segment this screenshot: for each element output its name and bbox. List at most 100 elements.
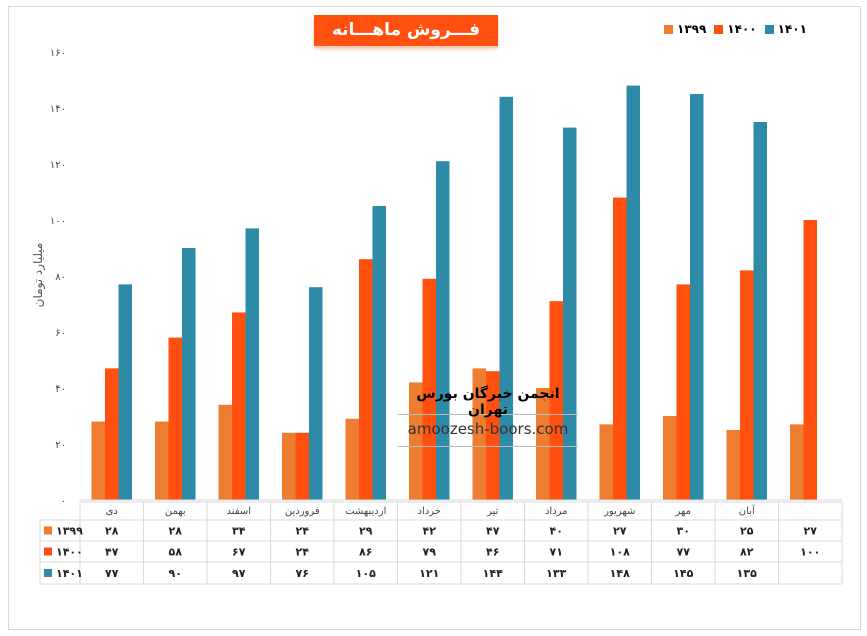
bar-0-10 bbox=[726, 430, 740, 500]
table-cell: ۲۵ bbox=[740, 525, 754, 538]
bar-0-5 bbox=[409, 382, 423, 500]
watermark-title: انجمن خبرگان بورس تهران bbox=[416, 386, 560, 418]
table-cell: ۱۰۰ bbox=[800, 546, 820, 559]
y-tick-label: ۰ bbox=[61, 496, 66, 507]
bar-0-4 bbox=[345, 418, 359, 500]
watermark-url: amoozesh-boors.com bbox=[407, 420, 569, 438]
x-tick-label: دی bbox=[106, 506, 118, 517]
table-cell: ۱۴۴ bbox=[483, 567, 503, 580]
bar-1-6 bbox=[486, 371, 500, 500]
bar-0-6 bbox=[472, 368, 486, 500]
legend-swatch bbox=[764, 24, 774, 34]
y-tick-label: ۱۶۰ bbox=[50, 48, 66, 59]
table-cell: ۲۸ bbox=[105, 525, 119, 538]
y-tick-label: ۲۰ bbox=[55, 440, 66, 451]
table-cell: ۱۲۱ bbox=[419, 567, 439, 580]
bar-0-3 bbox=[282, 432, 296, 500]
table-cell: ۱۳۳ bbox=[546, 567, 566, 580]
table-series-label: ۱۳۹۹ bbox=[56, 525, 83, 538]
bar-2-5 bbox=[436, 161, 450, 500]
table-cell: ۱۰۵ bbox=[356, 567, 376, 580]
table-cell: ۷۹ bbox=[423, 546, 437, 559]
table-cell: ۹۰ bbox=[169, 567, 182, 580]
table-cell: ۴۶ bbox=[486, 546, 499, 559]
table-cell: ۷۷ bbox=[677, 546, 691, 559]
table-cell: ۳۰ bbox=[677, 525, 690, 538]
legend-swatch bbox=[714, 24, 724, 34]
x-tick-label: آبان bbox=[739, 504, 756, 517]
table-cell: ۲۴ bbox=[296, 525, 310, 538]
table-cell: ۱۰۸ bbox=[610, 546, 630, 559]
table-series-label: ۱۴۰۱ bbox=[56, 567, 83, 580]
table-cell: ۲۴ bbox=[296, 546, 310, 559]
bar-2-7 bbox=[563, 127, 577, 500]
legend-label: ۱۴۰۱ bbox=[777, 22, 807, 36]
bar-0-0 bbox=[91, 421, 105, 500]
table-cell: ۸۲ bbox=[740, 546, 754, 559]
table-cell: ۲۸ bbox=[169, 525, 183, 538]
x-tick-label: اردیبهشت bbox=[345, 506, 386, 517]
legend-item-1401: ۱۴۰۱ bbox=[764, 22, 807, 36]
x-tick-label: مهر bbox=[675, 506, 691, 517]
bar-2-9 bbox=[690, 94, 704, 500]
table-cell: ۴۷ bbox=[486, 525, 500, 538]
bar-0-7 bbox=[536, 388, 550, 500]
table-legend-swatch bbox=[44, 569, 52, 577]
y-tick-label: ۸۰ bbox=[55, 272, 66, 283]
bar-2-8 bbox=[626, 85, 640, 500]
bar-1-7 bbox=[549, 301, 563, 500]
x-tick-label: بهمن bbox=[165, 506, 186, 517]
bar-0-2 bbox=[218, 404, 232, 500]
table-cell: ۸۶ bbox=[359, 546, 372, 559]
table-cell: ۷۷ bbox=[105, 567, 119, 580]
table-cell: ۱۳۵ bbox=[737, 567, 757, 580]
table-cell: ۱۴۸ bbox=[610, 567, 630, 580]
table-cell: ۴۷ bbox=[105, 546, 119, 559]
bar-2-4 bbox=[372, 206, 386, 500]
table-cell: ۱۴۵ bbox=[673, 567, 693, 580]
y-tick-label: ۱۴۰ bbox=[50, 104, 66, 115]
bar-2-3 bbox=[309, 287, 323, 500]
legend-label: ۱۳۹۹ bbox=[677, 22, 707, 36]
legend-swatch bbox=[664, 24, 673, 34]
legend: ۱۳۹۹ ۱۴۰۰ ۱۴۰۱ bbox=[664, 22, 807, 36]
bar-1-9 bbox=[676, 284, 690, 500]
table-series-label: ۱۴۰۰ bbox=[56, 546, 83, 559]
legend-label: ۱۴۰۰ bbox=[727, 22, 757, 36]
bar-0-11 bbox=[790, 424, 804, 500]
x-tick-label: فروردین bbox=[285, 506, 320, 517]
bar-1-11 bbox=[803, 220, 817, 500]
table-cell: ۲۷ bbox=[804, 525, 818, 538]
table-legend-swatch bbox=[44, 526, 52, 535]
table-cell: ۵۸ bbox=[169, 546, 183, 559]
table-cell: ۴۰ bbox=[550, 525, 563, 538]
table-cell: ۳۴ bbox=[232, 525, 246, 538]
table-cell: ۷۶ bbox=[296, 567, 309, 580]
bar-1-4 bbox=[359, 259, 373, 500]
bar-0-8 bbox=[599, 424, 613, 500]
table-cell: ۷۱ bbox=[550, 546, 563, 559]
watermark-divider bbox=[398, 414, 578, 415]
x-tick-label: تیر bbox=[486, 506, 499, 517]
table-cell: ۹۷ bbox=[232, 567, 246, 580]
bar-1-2 bbox=[232, 312, 246, 500]
bar-1-0 bbox=[105, 368, 119, 500]
bar-1-1 bbox=[168, 337, 182, 500]
y-tick-label: ۴۰ bbox=[55, 384, 66, 395]
y-tick-label: ۶۰ bbox=[55, 328, 66, 339]
bar-1-10 bbox=[740, 270, 754, 500]
x-tick-label: خرداد bbox=[418, 506, 441, 517]
table-legend-swatch bbox=[44, 547, 52, 556]
bar-2-2 bbox=[245, 228, 259, 500]
table-cell: ۴۲ bbox=[423, 525, 437, 538]
table-cell: ۲۷ bbox=[613, 525, 627, 538]
x-tick-label: اسفند bbox=[227, 506, 251, 517]
x-tick-label: شهریور bbox=[603, 506, 635, 517]
legend-item-1400: ۱۴۰۰ bbox=[714, 22, 757, 36]
bar-1-3 bbox=[295, 432, 309, 500]
bar-0-1 bbox=[155, 421, 169, 500]
x-tick-label: مرداد bbox=[545, 506, 568, 517]
bar-1-5 bbox=[422, 278, 436, 500]
bar-1-8 bbox=[613, 197, 627, 500]
